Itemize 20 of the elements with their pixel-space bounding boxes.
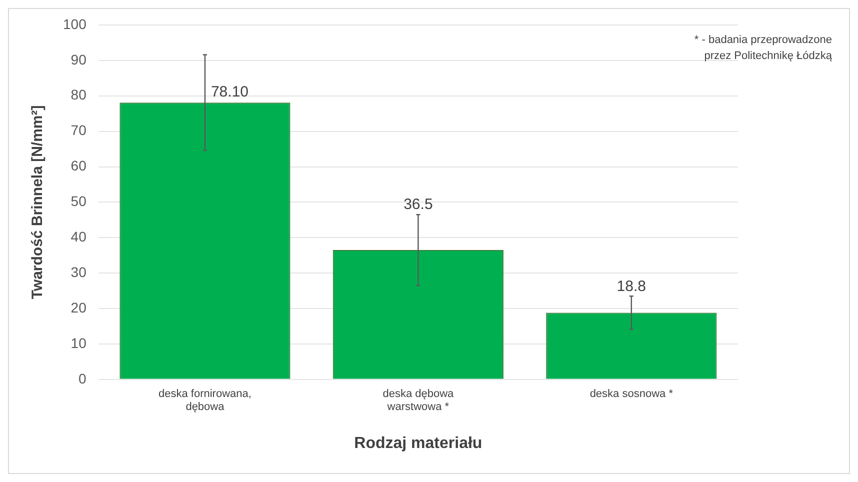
x-tick-label: deska dębowa warstwowa *	[382, 388, 455, 414]
y-tick-label: 0	[78, 370, 87, 386]
data-label: 18.8	[616, 278, 646, 295]
y-tick-label: 50	[70, 193, 87, 210]
y-tick-label: 20	[70, 299, 87, 316]
annotation: * - badania przeprowadzone przez Politechnikę Łódzką	[693, 33, 832, 64]
data-label: 78.10	[210, 83, 249, 100]
y-axis-title: Twardość Brinnela [N/mm²]	[29, 105, 46, 300]
y-tick-label: 100	[63, 16, 87, 32]
y-tick-label: 10	[70, 334, 87, 351]
y-tick-label: 40	[70, 228, 87, 244]
x-axis-title: Rodzaj materiału	[354, 434, 482, 452]
y-tick-label: 80	[70, 86, 87, 103]
y-tick-label: 30	[70, 264, 87, 280]
data-label: 36.5	[404, 196, 433, 214]
x-tick-label: deska sosnowa *	[590, 388, 674, 400]
y-tick-label: 60	[70, 158, 87, 174]
y-tick-label: 90	[70, 51, 87, 68]
x-tick-label: deska fornirowana, dębowa	[158, 388, 252, 414]
y-tick-label: 70	[70, 122, 87, 138]
